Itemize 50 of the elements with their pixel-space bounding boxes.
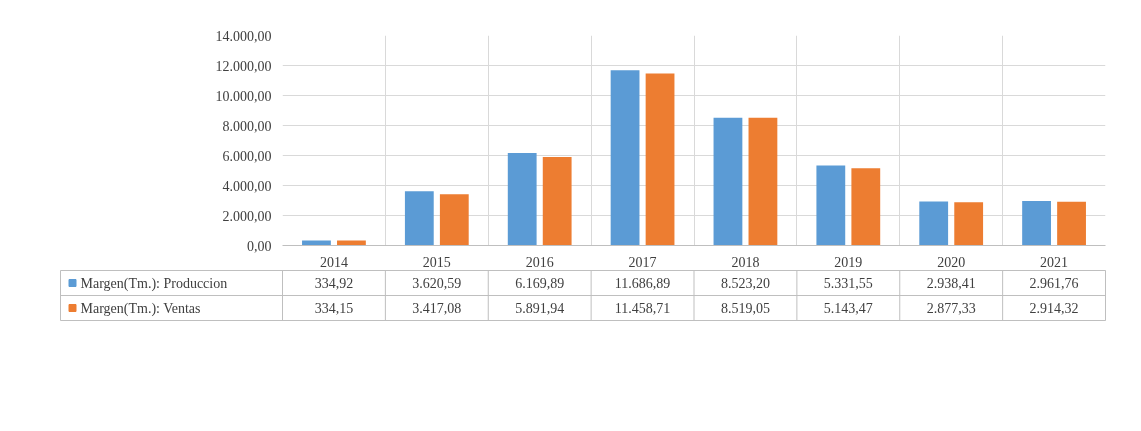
data-label: 11.686,89	[614, 276, 671, 291]
bar	[1057, 201, 1086, 246]
data-label: 11.458,71	[614, 301, 671, 316]
legend-label: Margen(Tm.): Produccion	[80, 275, 228, 292]
bar	[542, 157, 572, 246]
y-tick-label: 12.000,00	[215, 58, 272, 74]
bar	[713, 117, 743, 246]
data-label: 3.417,08	[412, 301, 462, 316]
bar	[919, 201, 949, 246]
y-tick-label: 14.000,00	[215, 28, 272, 44]
y-tick-label: 4.000,00	[222, 178, 272, 194]
y-tick-label: 8.000,00	[222, 118, 272, 134]
data-label: 8.519,05	[720, 301, 770, 316]
data-label: 8.523,20	[720, 276, 770, 291]
data-label: 5.331,55	[823, 276, 873, 291]
x-tick-label: 2014	[319, 254, 348, 270]
y-tick-label: 0,00	[247, 238, 272, 254]
bar	[1022, 201, 1051, 246]
x-tick-label: 2017	[628, 254, 657, 270]
bar	[748, 117, 778, 246]
bar	[337, 240, 366, 246]
bar	[954, 202, 984, 246]
bar	[439, 194, 469, 246]
y-tick-label: 2.000,00	[222, 208, 272, 224]
data-label: 334,92	[314, 276, 354, 291]
bar	[302, 240, 331, 246]
x-tick-label: 2021	[1040, 254, 1069, 270]
data-label: 2.877,33	[926, 301, 976, 316]
data-label: 3.620,59	[412, 276, 462, 291]
data-label: 334,15	[314, 301, 354, 316]
data-label: 2.961,76	[1029, 276, 1079, 291]
bar	[645, 73, 675, 246]
bar	[851, 168, 881, 246]
legend-label: Margen(Tm.): Ventas	[80, 300, 201, 317]
y-tick-label: 10.000,00	[215, 88, 272, 104]
data-label: 2.914,32	[1029, 301, 1079, 316]
data-label: 6.169,89	[515, 276, 565, 291]
data-label: 5.891,94	[515, 301, 565, 316]
x-tick-label: 2019	[834, 254, 863, 270]
bar	[610, 70, 640, 246]
x-tick-label: 2020	[937, 254, 966, 270]
x-tick-label: 2016	[525, 254, 554, 270]
bar	[507, 152, 537, 246]
data-label: 2.938,41	[926, 276, 976, 291]
bar	[816, 165, 846, 246]
bar	[404, 191, 434, 246]
y-tick-label: 6.000,00	[222, 148, 272, 164]
x-tick-label: 2018	[731, 254, 760, 270]
data-label: 5.143,47	[823, 301, 873, 316]
x-tick-label: 2015	[422, 254, 451, 270]
